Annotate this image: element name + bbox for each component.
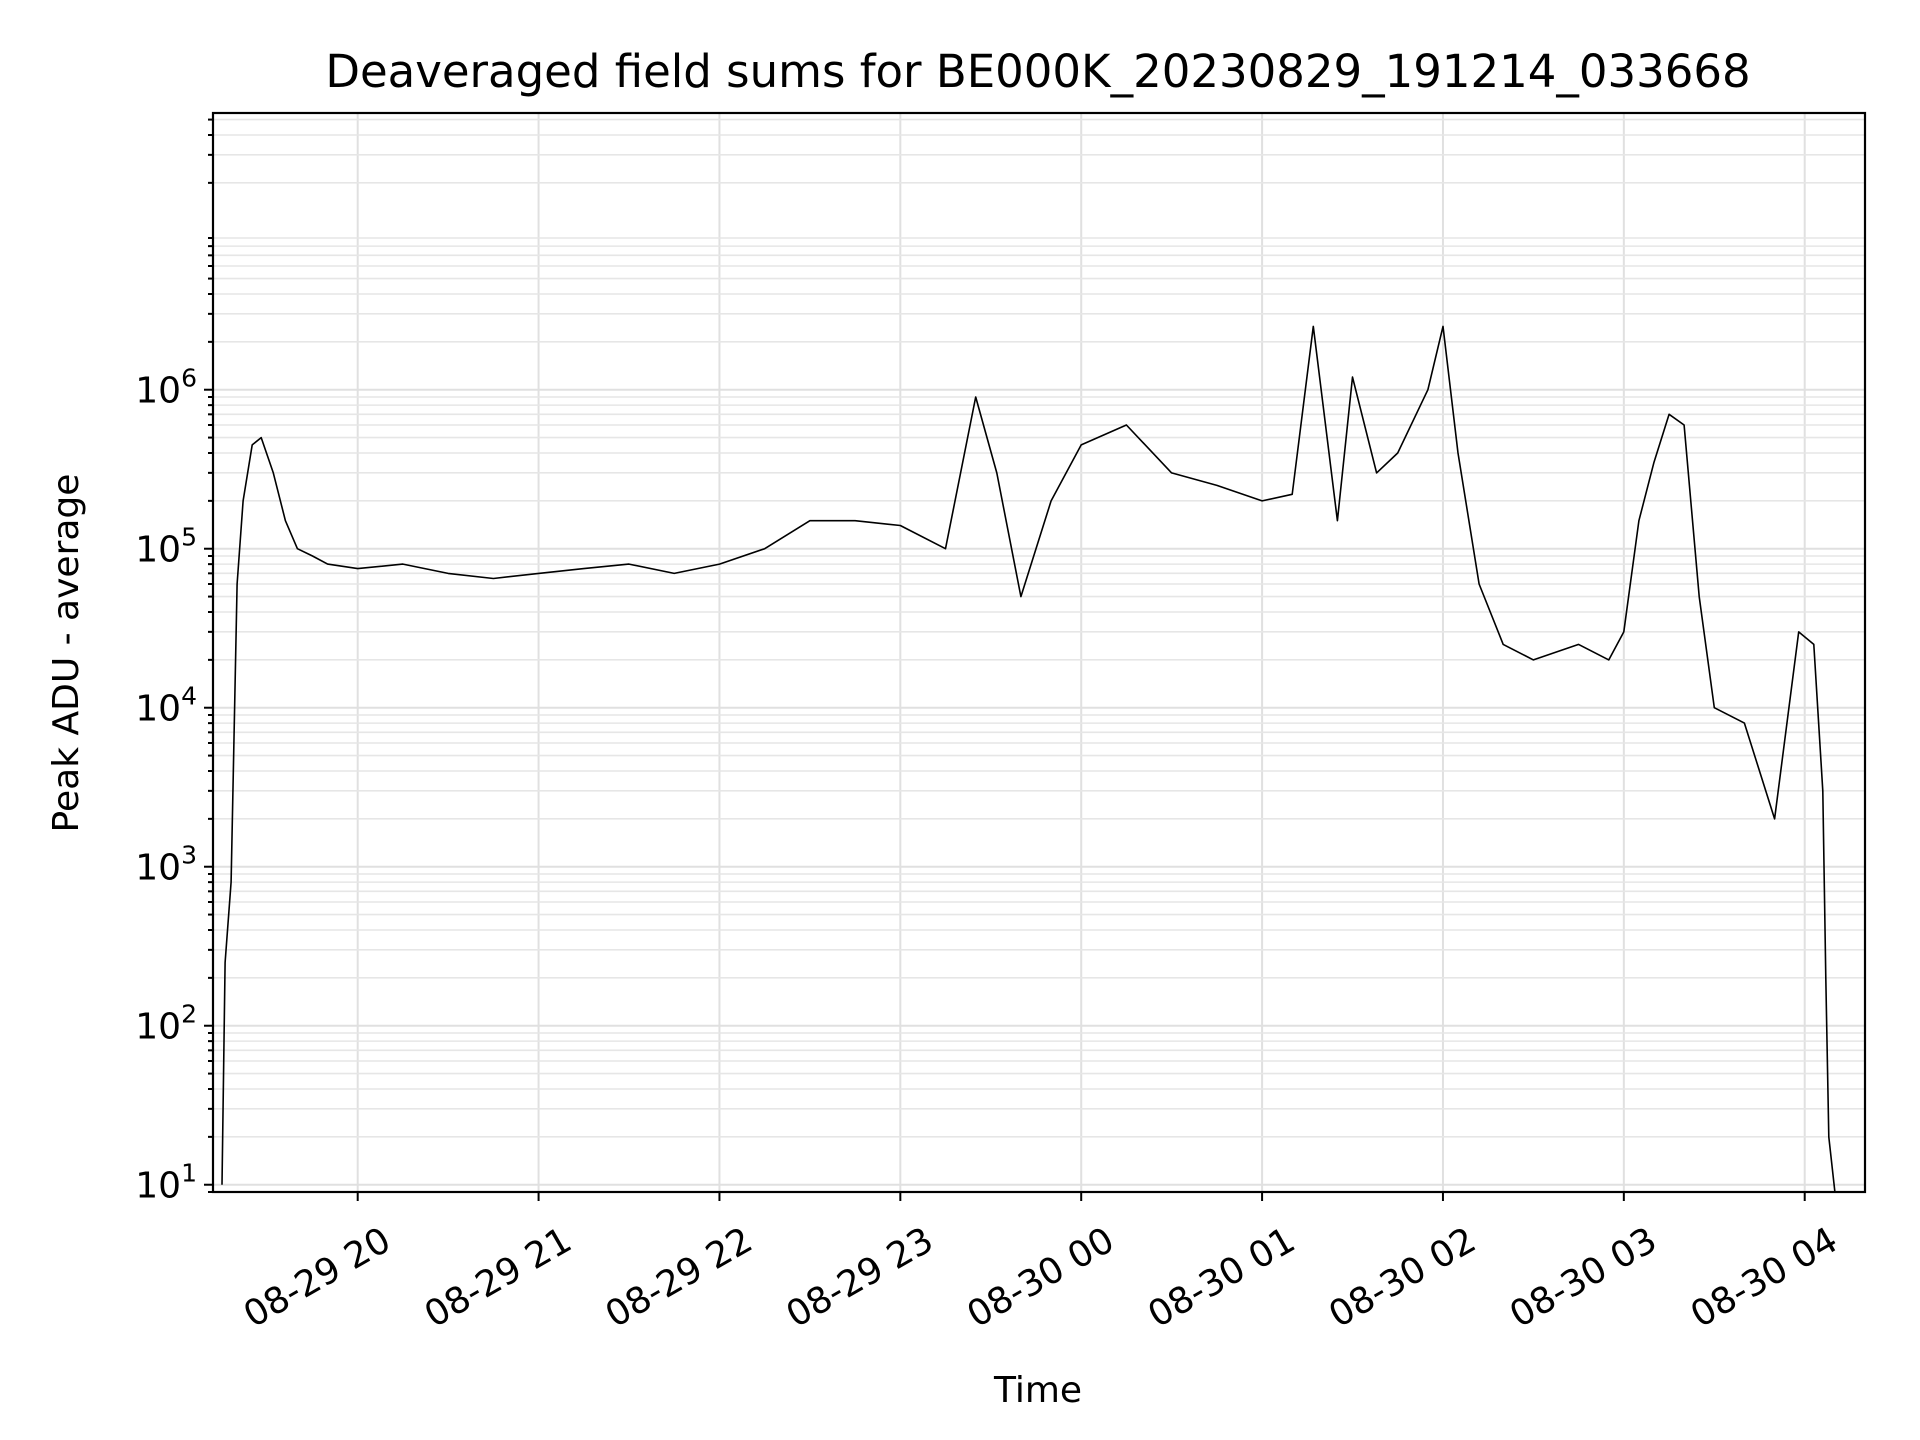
x-tick-label: 08-30 04 — [1684, 1220, 1845, 1336]
y-tick-label: 105 — [135, 523, 197, 571]
x-axis-label: Time — [993, 1370, 1082, 1411]
series-line — [221, 325, 1836, 1192]
plot-frame — [211, 111, 1867, 1194]
grid — [213, 113, 1865, 1193]
x-tick-label: 08-30 01 — [1141, 1220, 1302, 1336]
x-tick-label: 08-29 20 — [237, 1220, 398, 1336]
y-tick-label: 102 — [135, 1000, 197, 1048]
x-tick-label: 08-30 02 — [1322, 1220, 1483, 1336]
y-tick-label: 106 — [135, 364, 197, 412]
chart-title: Deaveraged field sums for BE000K_2023082… — [325, 45, 1750, 98]
x-tick-label: 08-30 03 — [1503, 1220, 1664, 1336]
series-layer — [221, 325, 1836, 1192]
x-tick-label: 08-29 21 — [418, 1220, 579, 1336]
y-tick-label: 104 — [135, 682, 197, 730]
x-axis: 08-29 20 08-29 21 08-29 22 08-29 23 08-30 00… — [237, 1192, 1845, 1336]
x-tick-label: 08-29 22 — [599, 1220, 760, 1336]
x-tick-label: 08-30 00 — [961, 1220, 1122, 1336]
y-tick-label: 103 — [135, 841, 197, 889]
y-axis-label: Peak ADU - average — [46, 474, 87, 833]
y-axis: 101 102 103 104 105 106 — [135, 118, 213, 1207]
x-tick-label: 08-29 23 — [780, 1220, 941, 1336]
y-tick-label: 101 — [135, 1159, 197, 1207]
